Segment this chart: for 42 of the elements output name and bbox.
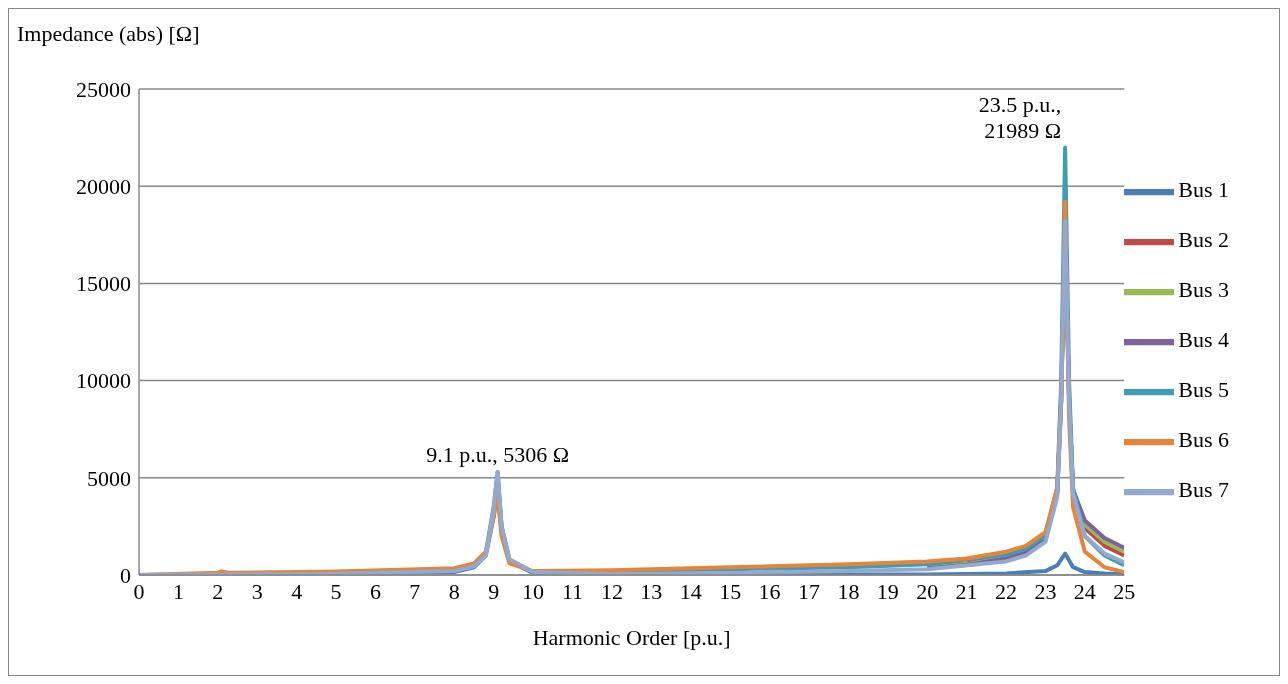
x-tick-label: 21: [955, 578, 978, 604]
x-tick-label: 7: [409, 578, 421, 604]
legend-label: Bus 7: [1178, 477, 1229, 503]
x-tick-label: 9: [488, 578, 500, 604]
x-axis-title: Harmonic Order [p.u.]: [532, 625, 731, 650]
x-tick-label: 16: [758, 578, 781, 604]
x-tick-label: 15: [719, 578, 742, 604]
x-tick-label: 14: [679, 578, 702, 604]
annotation: 9.1 p.u., 5306 Ω: [426, 441, 570, 467]
x-tick-label: 19: [876, 578, 899, 604]
y-tick-label: 10000: [76, 368, 131, 394]
x-tick-label: 22: [995, 578, 1018, 604]
x-tick-label: 3: [251, 578, 263, 604]
x-tick-label: 10: [522, 578, 545, 604]
y-tick-label: 0: [120, 562, 131, 588]
x-tick-label: 18: [837, 578, 860, 604]
x-tick-label: 11: [561, 578, 584, 604]
x-tick-label: 4: [291, 578, 303, 604]
x-tick-label: 17: [797, 578, 820, 604]
x-tick-label: 12: [600, 578, 623, 604]
x-tick-label: 20: [916, 578, 939, 604]
y-tick-label: 5000: [87, 465, 131, 491]
legend-label: Bus 2: [1178, 227, 1229, 253]
x-tick-label: 1: [172, 578, 184, 604]
legend-label: Bus 6: [1178, 427, 1229, 453]
x-tick-label: 2: [212, 578, 224, 604]
x-tick-label: 25: [1113, 578, 1136, 604]
x-tick-label: 24: [1073, 578, 1096, 604]
y-axis-title: Impedance (abs) [Ω]: [17, 21, 200, 47]
legend-label: Bus 4: [1178, 327, 1229, 353]
legend-label: Bus 5: [1178, 377, 1229, 403]
annotation: 23.5 p.u., 21989 Ω: [978, 91, 1062, 143]
x-tick-label: 5: [330, 578, 342, 604]
x-tick-label: 6: [369, 578, 381, 604]
y-tick-label: 15000: [76, 271, 131, 297]
x-tick-label: 8: [448, 578, 460, 604]
y-tick-label: 20000: [76, 174, 131, 200]
x-tick-label: 23: [1034, 578, 1057, 604]
legend-label: Bus 1: [1178, 177, 1229, 203]
x-tick-label: 13: [640, 578, 663, 604]
y-tick-label: 25000: [76, 76, 131, 102]
legend-label: Bus 3: [1178, 277, 1229, 303]
